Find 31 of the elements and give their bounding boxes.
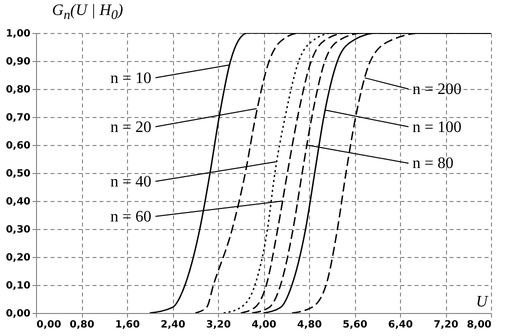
y-tick-label: 0,30 [6, 224, 31, 236]
y-tick-label: 0,20 [6, 252, 31, 264]
x-tick-label: 2,40 [160, 320, 186, 330]
y-tick-label: 0,50 [6, 168, 31, 180]
x-tick-label: 3,20 [206, 320, 231, 330]
y-tick-label: 0,80 [6, 84, 31, 96]
annotation: n = 80 [412, 155, 454, 172]
y-tick-label: 0,00 [6, 308, 31, 320]
x-tick-label: 1,60 [115, 320, 140, 330]
x-tick-label: 6,40 [388, 320, 413, 330]
annotation: n = 60 [110, 208, 152, 226]
y-tick-label: 1,00 [6, 28, 31, 40]
x-tick-label: 0,80 [70, 320, 94, 330]
y-axis-title: G$_{n}$(U | H$_{0}$) [52, 2, 124, 24]
annotation: n = 40 [110, 173, 152, 190]
y-tick-label: 0,40 [6, 196, 31, 208]
y-tick-label: 0,90 [6, 56, 31, 68]
y-tick-label: 0,10 [6, 280, 31, 292]
annotation: n = 200 [412, 81, 462, 98]
annotation: n = 20 [110, 118, 152, 136]
x-tick-label: 4,80 [297, 320, 322, 330]
x-tick-label: 8,00 [466, 320, 492, 330]
x-tick-label: 5,60 [342, 320, 368, 330]
y-tick-label: 0,70 [6, 112, 31, 124]
y-tick-label: 0,60 [6, 140, 31, 152]
annotation: n = 100 [412, 118, 462, 136]
x-tick-label: 0,00 [36, 320, 62, 330]
x-tick-label: 7,20 [434, 320, 458, 330]
annotation: n = 10 [110, 70, 152, 87]
x-axis-title: U [476, 294, 489, 310]
x-tick-label: 4,00 [252, 320, 276, 330]
